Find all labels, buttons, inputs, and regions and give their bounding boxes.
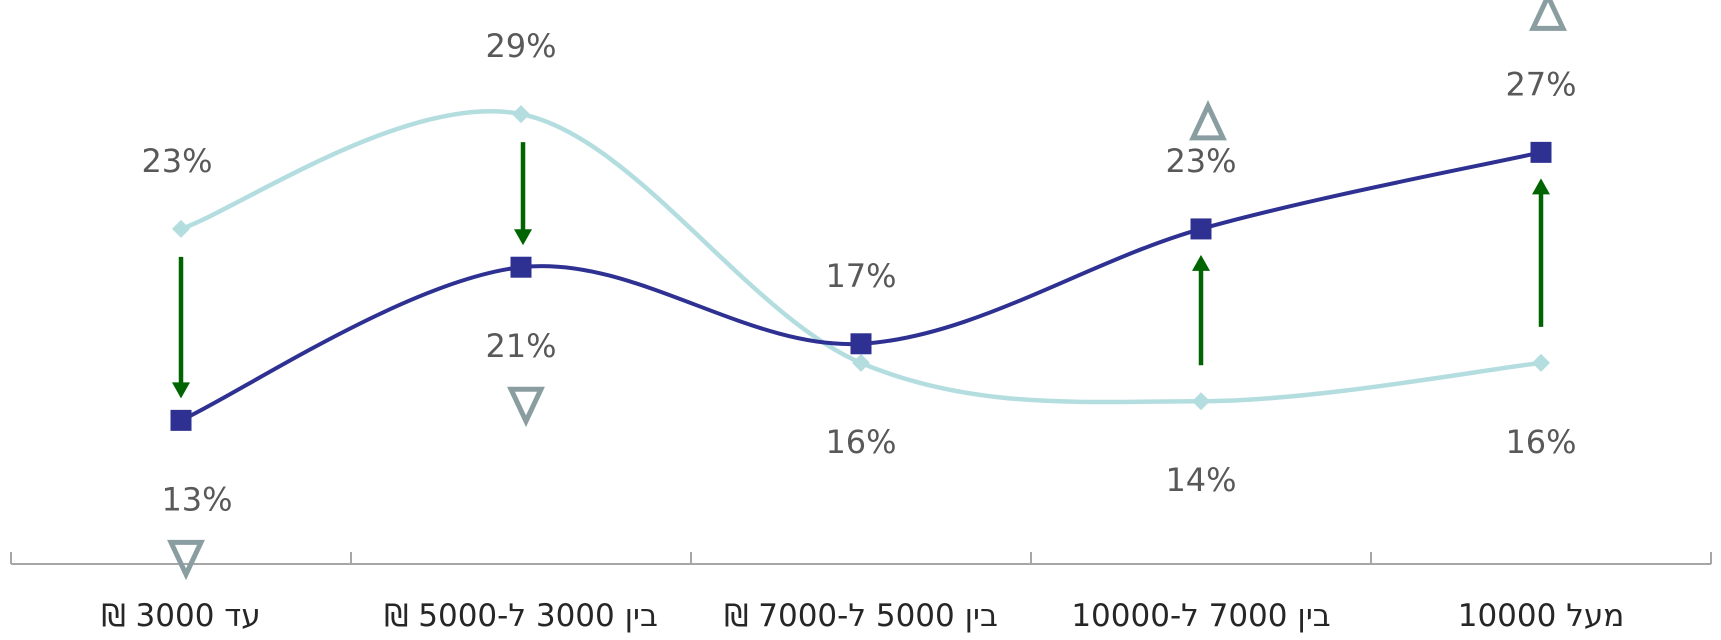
change-triangles (167, 0, 1567, 581)
data-label: 16% (1505, 423, 1576, 461)
x-tick-label: בין 7000 ל-10000 (1071, 598, 1330, 634)
x-tick-label: מעל 10000 (1458, 598, 1625, 634)
data-label: 13% (161, 480, 232, 518)
x-tick-label: בין 3000 ל-5000 ₪ (384, 598, 658, 634)
series-1-point (512, 105, 530, 124)
data-label: 16% (825, 423, 896, 461)
change-arrow-head (172, 382, 190, 399)
change-arrow-head (1532, 178, 1550, 195)
data-labels: 23% 13% 29% 21% 17% 16% 23% 14% 27% 16% (141, 27, 1576, 518)
change-triangle-up-icon (1189, 100, 1227, 141)
data-label: 21% (485, 327, 556, 365)
change-triangle-up-icon (1529, 0, 1567, 31)
data-label: 27% (1505, 65, 1576, 103)
x-axis (10, 552, 1712, 565)
category-labels: עד 3000 ₪ בין 3000 ל-5000 ₪ בין 5000 ל-700… (101, 598, 1624, 634)
data-label: 23% (141, 142, 212, 180)
series-2-point (510, 256, 532, 278)
series-2-point (850, 333, 872, 355)
change-triangle-down-icon (507, 386, 545, 428)
x-tick-label: בין 5000 ל-7000 ₪ (724, 598, 998, 634)
series-markers (170, 105, 1552, 431)
series-1-point (172, 219, 190, 238)
data-label: 17% (825, 257, 896, 295)
series-1-point (1192, 392, 1210, 411)
series-2-point (170, 409, 192, 431)
x-tick-label: עד 3000 ₪ (101, 598, 260, 634)
change-arrow-head (514, 229, 532, 246)
data-label: 23% (1165, 142, 1236, 180)
data-label: 14% (1165, 461, 1236, 499)
series-2-point (1530, 141, 1552, 163)
series-2-point (1190, 218, 1212, 240)
change-triangle-down-icon (167, 539, 205, 581)
data-label: 29% (485, 27, 556, 65)
change-arrow-head (1192, 254, 1210, 271)
series-1-point (852, 353, 870, 372)
series-1-point (1532, 353, 1550, 372)
series-1-line (178, 109, 1544, 405)
change-arrows (172, 142, 1550, 399)
